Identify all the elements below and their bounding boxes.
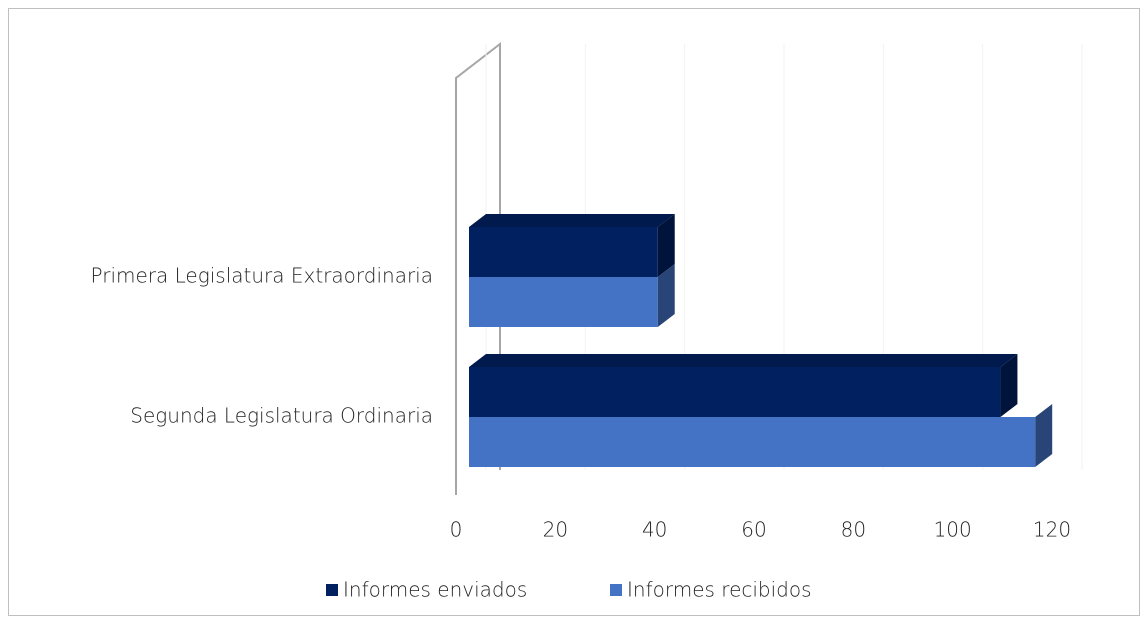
y-tick-label: Segunda Legislatura Ordinaria [130, 404, 433, 428]
legend-swatch [610, 584, 622, 596]
bar-side [1000, 354, 1018, 417]
bar [469, 227, 658, 277]
bar-side [657, 214, 675, 277]
bar-top [469, 354, 1018, 367]
bar-side [1035, 404, 1053, 467]
x-tick-label: 80 [841, 518, 866, 542]
bar-side [657, 264, 675, 327]
x-tick-label: 0 [450, 518, 463, 542]
x-tick-label: 20 [543, 518, 568, 542]
x-tick-label: 100 [934, 518, 972, 542]
x-tick-label: 120 [1033, 518, 1071, 542]
legend-label: Informes enviados [343, 578, 527, 602]
bar [469, 367, 1001, 417]
bar [469, 417, 1036, 467]
legend-swatch [326, 584, 338, 596]
legend-label: Informes recibidos [627, 578, 812, 602]
bar [469, 277, 658, 327]
bar-top [469, 214, 675, 227]
x-tick-label: 60 [741, 518, 766, 542]
y-tick-label: Primera Legislatura Extraordinaria [91, 264, 433, 288]
x-tick-label: 40 [642, 518, 667, 542]
